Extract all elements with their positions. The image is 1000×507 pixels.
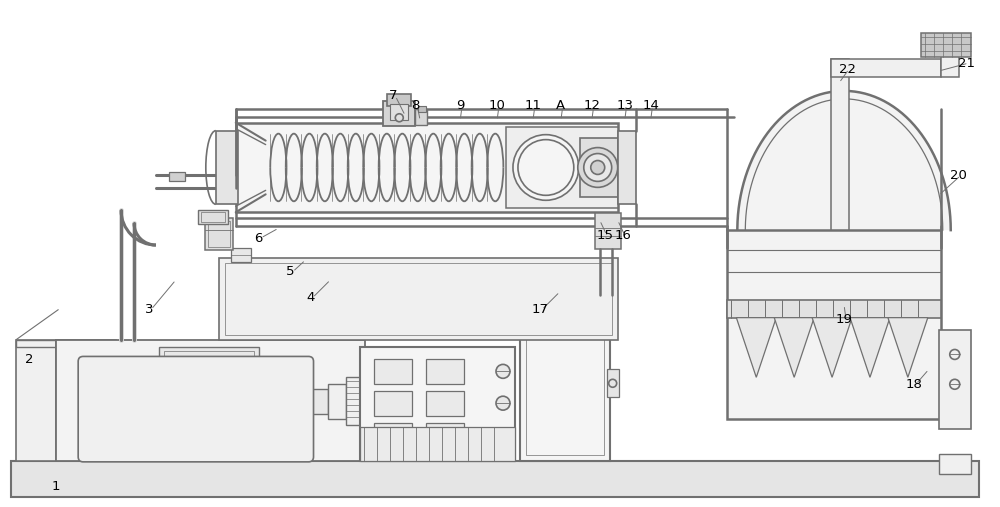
Bar — [309, 389, 328, 414]
Bar — [831, 59, 849, 230]
Text: 9: 9 — [456, 99, 464, 113]
Bar — [208, 221, 230, 247]
Bar — [383, 101, 415, 126]
Bar — [16, 340, 58, 461]
Bar — [506, 127, 618, 208]
Circle shape — [496, 365, 510, 378]
Bar — [520, 295, 610, 461]
Bar — [328, 384, 346, 419]
Circle shape — [395, 114, 403, 122]
Bar — [360, 347, 515, 461]
Bar — [346, 377, 360, 425]
Bar — [831, 59, 941, 77]
Text: 14: 14 — [642, 99, 659, 113]
Text: 18: 18 — [905, 378, 922, 391]
Circle shape — [591, 161, 605, 174]
Bar — [81, 452, 311, 460]
Bar — [360, 427, 515, 461]
Bar — [216, 131, 238, 204]
Bar — [81, 359, 311, 459]
Circle shape — [496, 428, 510, 442]
Text: 4: 4 — [306, 291, 315, 304]
Text: 1: 1 — [52, 480, 60, 493]
Polygon shape — [888, 318, 928, 377]
Bar — [595, 213, 621, 249]
Bar — [727, 230, 941, 419]
Bar — [426, 359, 464, 384]
Bar — [11, 461, 979, 497]
Text: 5: 5 — [286, 265, 295, 278]
Polygon shape — [727, 91, 951, 230]
Text: A: A — [556, 99, 565, 113]
Text: 22: 22 — [839, 62, 856, 76]
Bar — [415, 109, 427, 125]
Text: 12: 12 — [583, 99, 600, 113]
Text: 16: 16 — [614, 229, 631, 242]
Bar — [198, 210, 228, 224]
Bar — [374, 423, 412, 448]
Circle shape — [513, 135, 579, 200]
Text: 3: 3 — [145, 303, 153, 316]
Polygon shape — [774, 318, 814, 377]
Bar — [374, 391, 412, 416]
Text: 19: 19 — [836, 313, 852, 326]
Bar — [607, 370, 619, 397]
Text: 20: 20 — [950, 169, 967, 182]
Bar — [56, 340, 116, 461]
Bar — [236, 123, 618, 212]
Bar — [16, 340, 76, 347]
Bar — [580, 137, 618, 197]
Bar — [219, 258, 618, 340]
Bar — [390, 104, 408, 120]
Bar — [526, 301, 604, 455]
Text: 10: 10 — [489, 99, 505, 113]
Bar — [939, 330, 971, 429]
Bar — [921, 33, 971, 57]
Bar — [727, 300, 941, 318]
Circle shape — [578, 148, 618, 188]
Polygon shape — [736, 318, 776, 377]
Bar — [939, 454, 971, 474]
Text: 6: 6 — [254, 232, 263, 244]
Bar — [56, 340, 365, 461]
Text: 2: 2 — [25, 353, 34, 366]
Text: 21: 21 — [958, 57, 975, 69]
Bar — [387, 94, 411, 106]
Text: 13: 13 — [616, 99, 633, 113]
Bar — [225, 263, 612, 335]
Text: 7: 7 — [389, 89, 398, 102]
Bar — [426, 423, 464, 448]
Bar — [231, 248, 251, 262]
Bar — [164, 351, 254, 359]
Polygon shape — [850, 318, 890, 377]
Bar — [426, 391, 464, 416]
Bar — [618, 131, 636, 204]
Bar — [374, 359, 412, 384]
Text: 15: 15 — [596, 229, 613, 242]
Circle shape — [584, 154, 612, 182]
FancyBboxPatch shape — [78, 356, 314, 462]
Bar — [418, 106, 426, 112]
Text: 8: 8 — [411, 99, 419, 113]
Text: 17: 17 — [531, 303, 548, 316]
Polygon shape — [812, 318, 852, 377]
Bar — [201, 212, 225, 222]
Circle shape — [496, 396, 510, 410]
Text: 11: 11 — [524, 99, 541, 113]
Bar — [169, 172, 185, 182]
Bar — [205, 218, 233, 250]
Bar — [159, 347, 259, 364]
Bar — [941, 41, 959, 77]
